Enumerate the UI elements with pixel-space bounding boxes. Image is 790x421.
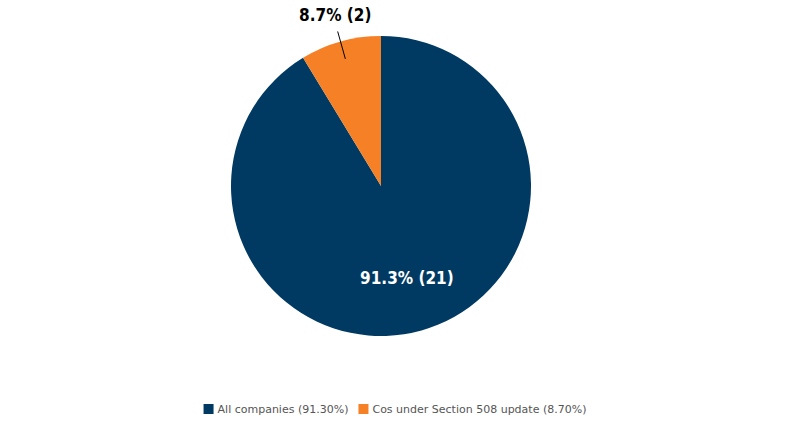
chart-svg: 91.3% (21) 8.7% (2) All companies (91.30%)…: [0, 0, 790, 421]
legend-swatch: [204, 404, 214, 414]
legend-swatch: [358, 404, 368, 414]
data-labels: 91.3% (21) 8.7% (2): [299, 5, 454, 289]
pie-slice: [303, 36, 381, 186]
data-label: 8.7% (2): [299, 5, 371, 25]
leader-line: [338, 31, 346, 58]
data-label: 91.3% (21): [360, 268, 454, 288]
chart: 91.3% (21) 8.7% (2) All companies (91.30%)…: [0, 0, 790, 421]
legend-label: All companies (91.30%): [218, 403, 349, 416]
slices: [231, 36, 531, 336]
pie-slice: [231, 36, 531, 336]
legend: All companies (91.30%) Cos under Section …: [204, 403, 587, 416]
legend-label: Cos under Section 508 update (8.70%): [372, 403, 586, 416]
